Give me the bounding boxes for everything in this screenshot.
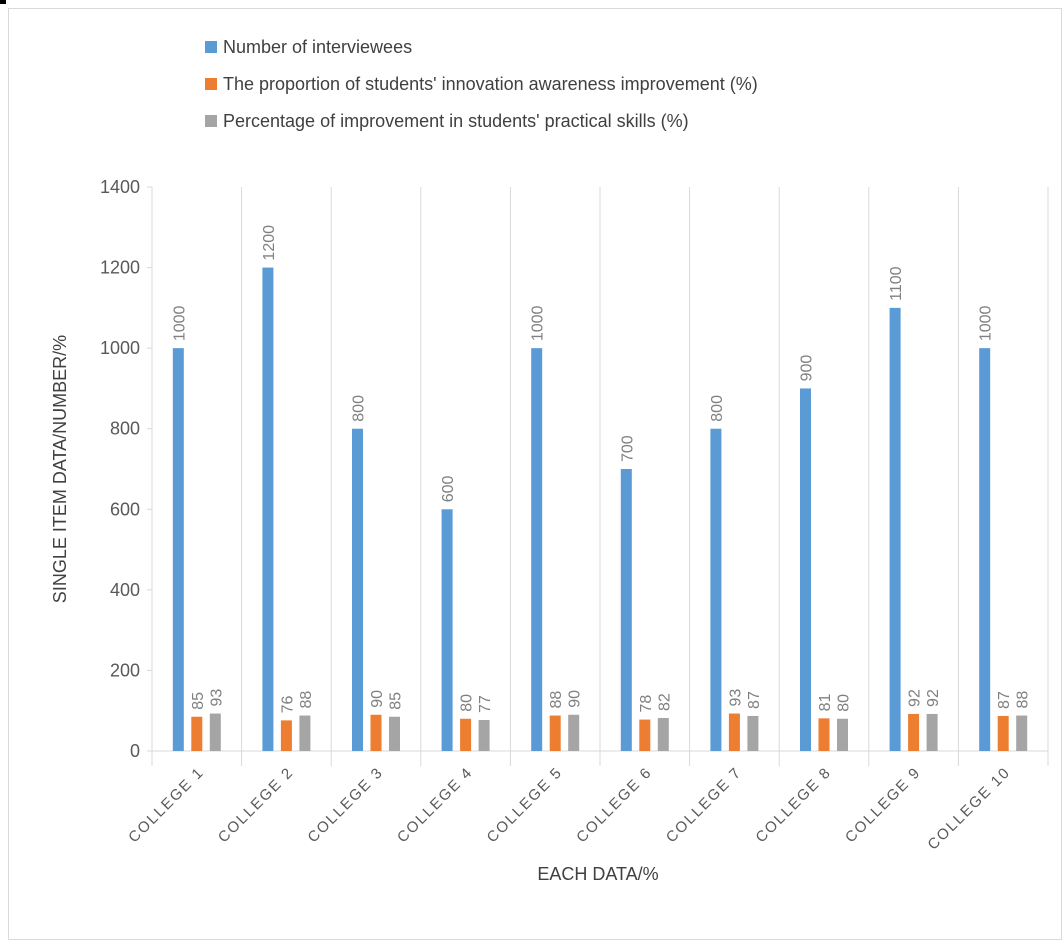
bar-series2: [639, 719, 651, 751]
data-label: 92: [925, 689, 942, 707]
legend-label-innovation: The proportion of students' innovation a…: [223, 73, 758, 94]
bar-series2: [370, 714, 382, 751]
bar-series2: [191, 716, 203, 751]
bar-series2: [280, 720, 292, 751]
y-tick-label: 1000: [100, 338, 140, 358]
x-tick-label: COLLEGE 1: [125, 764, 207, 846]
data-label: 82: [656, 693, 673, 711]
bar-series3: [747, 715, 759, 751]
data-label: 87: [746, 691, 763, 709]
data-label: 800: [709, 395, 726, 422]
x-tick-label: COLLEGE 9: [842, 764, 924, 846]
data-label: 800: [351, 395, 368, 422]
x-tick-label: COLLEGE 3: [304, 764, 386, 846]
legend-label-interviewees: Number of interviewees: [223, 36, 413, 57]
bar-series1: [352, 428, 363, 751]
x-axis-title: EACH DATA/%: [537, 864, 658, 884]
y-tick-label: 400: [110, 580, 140, 600]
data-label: 600: [440, 475, 457, 502]
bar-series3: [478, 719, 490, 751]
bar-series2: [997, 715, 1009, 751]
data-label: 85: [388, 692, 405, 710]
y-tick-label: 1400: [100, 177, 140, 197]
x-tick-label: COLLEGE 10: [924, 764, 1014, 854]
bar-series1: [262, 267, 274, 751]
data-label: 1100: [888, 266, 905, 301]
bar-series1: [172, 348, 184, 751]
chart-frame: [8, 8, 1062, 940]
data-label: 90: [369, 690, 386, 708]
data-label: 1000: [171, 305, 188, 341]
y-tick-label: 200: [110, 660, 140, 680]
bar-series1: [531, 348, 543, 751]
bar-series1: [800, 388, 811, 751]
legend-swatch-innovation: [205, 78, 217, 90]
x-tick-label: COLLEGE 2: [215, 764, 297, 846]
x-tick-label: COLLEGE 6: [573, 764, 655, 846]
bar-series1: [620, 469, 632, 751]
y-tick-label: 1200: [100, 258, 140, 278]
data-label: 1000: [978, 305, 995, 341]
data-label: 93: [208, 689, 225, 707]
x-tick-label: COLLEGE 4: [394, 764, 476, 846]
bar-series1: [441, 509, 453, 751]
bar-series3: [837, 718, 848, 751]
bar-series3: [1016, 715, 1028, 751]
y-tick-label: 800: [110, 419, 140, 439]
data-label: 85: [190, 692, 207, 710]
corner-mark: [0, 0, 6, 4]
data-label: 90: [567, 690, 584, 708]
x-tick-label: COLLEGE 8: [752, 764, 834, 846]
x-tick-label: COLLEGE 5: [484, 764, 566, 846]
data-label: 92: [907, 689, 924, 707]
legend-item-interviewees: Number of interviewees: [205, 34, 758, 60]
bar-series1: [710, 428, 722, 751]
data-label: 1000: [530, 305, 547, 341]
bar-series2: [728, 713, 740, 751]
bar-series3: [209, 713, 221, 751]
data-label: 76: [279, 695, 296, 713]
bar-series3: [299, 715, 311, 751]
bar-series2: [818, 718, 830, 751]
legend-swatch-interviewees: [205, 41, 217, 53]
y-tick-label: 0: [130, 741, 140, 761]
data-label: 93: [727, 689, 744, 707]
bar-series3: [657, 717, 669, 751]
legend-item-practical: Percentage of improvement in students' p…: [205, 108, 758, 134]
legend: Number of interviewees The proportion of…: [205, 34, 758, 145]
data-label: 80: [836, 694, 853, 712]
data-label: 700: [619, 435, 636, 462]
bar-series1: [979, 348, 991, 751]
data-label: 87: [996, 691, 1013, 709]
data-label: 88: [1015, 691, 1032, 709]
data-label: 88: [298, 691, 315, 709]
data-label: 78: [638, 695, 655, 713]
data-label: 77: [477, 695, 494, 713]
y-axis-title: SINGLE ITEM DATA/NUMBER/%: [50, 335, 70, 603]
bar-series3: [389, 716, 400, 751]
legend-item-innovation: The proportion of students' innovation a…: [205, 71, 758, 97]
x-tick-label: COLLEGE 7: [663, 764, 745, 846]
bar-series3: [926, 713, 938, 751]
y-tick-label: 600: [110, 499, 140, 519]
bar-series2: [908, 713, 920, 751]
data-label: 81: [817, 693, 834, 711]
legend-label-practical: Percentage of improvement in students' p…: [223, 110, 689, 131]
data-label: 1200: [261, 225, 278, 261]
bar-series2: [460, 718, 472, 751]
data-label: 80: [459, 694, 476, 712]
legend-swatch-practical: [205, 115, 217, 127]
bar-series2: [549, 715, 561, 751]
bar-series1: [889, 307, 901, 751]
bar-series3: [568, 714, 580, 751]
data-label: 88: [548, 691, 565, 709]
data-label: 900: [799, 355, 816, 382]
